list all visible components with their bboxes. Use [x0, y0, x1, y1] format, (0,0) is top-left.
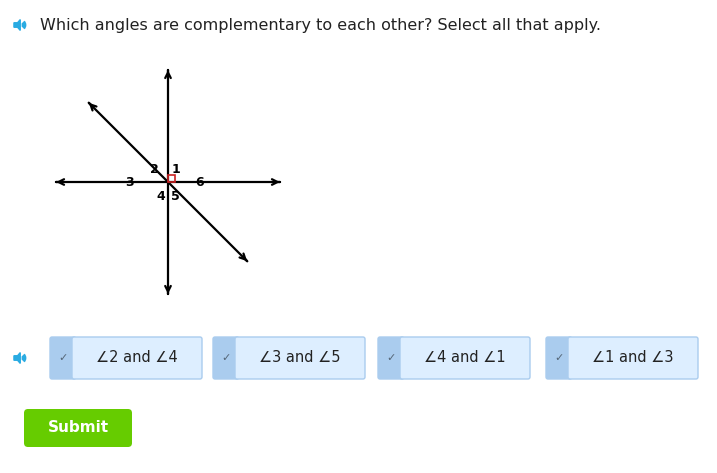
Text: ∠3 and ∠5: ∠3 and ∠5 [260, 350, 341, 366]
FancyBboxPatch shape [50, 337, 76, 379]
FancyBboxPatch shape [72, 337, 202, 379]
FancyBboxPatch shape [235, 337, 365, 379]
Text: ✓: ✓ [58, 353, 67, 363]
Text: Which angles are complementary to each other? Select all that apply.: Which angles are complementary to each o… [40, 18, 601, 33]
Text: 2: 2 [150, 163, 158, 175]
Text: 5: 5 [171, 190, 179, 202]
FancyBboxPatch shape [546, 337, 572, 379]
Text: 4: 4 [156, 190, 166, 202]
Text: 1: 1 [171, 163, 181, 175]
Text: ✓: ✓ [554, 353, 564, 363]
FancyBboxPatch shape [24, 409, 132, 447]
Text: ∠1 and ∠3: ∠1 and ∠3 [592, 350, 674, 366]
Text: Submit: Submit [47, 420, 108, 436]
Text: 6: 6 [196, 175, 204, 189]
Text: ✓: ✓ [222, 353, 231, 363]
Text: ∠4 and ∠1: ∠4 and ∠1 [424, 350, 505, 366]
FancyBboxPatch shape [400, 337, 530, 379]
Text: ∠2 and ∠4: ∠2 and ∠4 [96, 350, 178, 366]
FancyBboxPatch shape [378, 337, 404, 379]
FancyBboxPatch shape [568, 337, 698, 379]
Text: ✓: ✓ [386, 353, 396, 363]
Text: 3: 3 [125, 175, 134, 189]
Polygon shape [14, 352, 20, 363]
Polygon shape [14, 19, 20, 30]
FancyBboxPatch shape [213, 337, 239, 379]
